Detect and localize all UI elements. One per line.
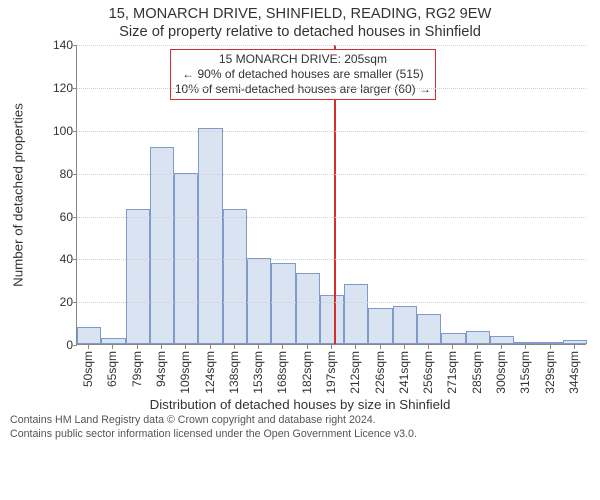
y-tick-mark xyxy=(73,45,77,46)
x-tick-rail: 50sqm 65sqm 79sqm 94sqm 109sqm 124sqm 138sqm 15… xyxy=(76,345,586,397)
gridline xyxy=(77,259,586,260)
y-tick-mark xyxy=(73,88,77,89)
x-tick-label: 168sqm xyxy=(275,351,289,394)
bar xyxy=(417,314,441,344)
chart-outer: Number of detached properties 15 MONARCH… xyxy=(46,45,586,397)
bar xyxy=(490,336,514,345)
x-tick-label: 79sqm xyxy=(130,351,144,387)
x-tick-mark xyxy=(137,345,138,349)
y-tick-mark xyxy=(73,259,77,260)
x-tick-label: 256sqm xyxy=(421,351,435,394)
y-tick-label: 60 xyxy=(47,210,73,224)
bar xyxy=(514,342,538,344)
x-tick-mark xyxy=(282,345,283,349)
bar xyxy=(344,284,368,344)
x-tick-mark xyxy=(574,345,575,349)
bar xyxy=(247,258,271,344)
x-tick-label: 285sqm xyxy=(470,351,484,394)
y-axis-label: Number of detached properties xyxy=(11,103,26,287)
x-tick-label: 300sqm xyxy=(494,351,508,394)
x-tick-label: 241sqm xyxy=(397,351,411,394)
y-tick-mark xyxy=(73,302,77,303)
bar xyxy=(77,327,101,344)
x-tick-label: 124sqm xyxy=(203,351,217,394)
y-tick-mark xyxy=(73,174,77,175)
bar xyxy=(441,333,465,344)
bar xyxy=(296,273,320,344)
x-tick-mark xyxy=(452,345,453,349)
x-tick-mark xyxy=(355,345,356,349)
x-tick-mark xyxy=(380,345,381,349)
callout-line: ← 90% of detached houses are smaller (51… xyxy=(175,67,431,82)
x-tick-mark xyxy=(210,345,211,349)
y-tick-label: 80 xyxy=(47,167,73,181)
y-tick-mark xyxy=(73,217,77,218)
x-tick-label: 182sqm xyxy=(300,351,314,394)
gridline xyxy=(77,45,586,46)
x-tick-mark xyxy=(185,345,186,349)
y-tick-label: 40 xyxy=(47,252,73,266)
callout-line: 10% of semi-detached houses are larger (… xyxy=(175,82,431,97)
x-tick-mark xyxy=(550,345,551,349)
x-tick-mark xyxy=(234,345,235,349)
footer-line: Contains HM Land Registry data © Crown c… xyxy=(10,414,590,428)
gridline xyxy=(77,217,586,218)
y-tick-label: 0 xyxy=(47,338,73,352)
x-tick-mark xyxy=(428,345,429,349)
x-tick-label: 109sqm xyxy=(178,351,192,394)
title-line2: Size of property relative to detached ho… xyxy=(10,24,590,42)
bar xyxy=(101,338,125,344)
x-tick-mark xyxy=(404,345,405,349)
x-tick-mark xyxy=(501,345,502,349)
x-tick-mark xyxy=(258,345,259,349)
x-tick-mark xyxy=(88,345,89,349)
x-tick-label: 197sqm xyxy=(324,351,338,394)
x-tick-label: 271sqm xyxy=(445,351,459,394)
gridline xyxy=(77,131,586,132)
x-tick-label: 329sqm xyxy=(543,351,557,394)
bar xyxy=(538,342,562,344)
bar xyxy=(150,147,174,344)
x-tick-mark xyxy=(477,345,478,349)
x-tick-mark xyxy=(525,345,526,349)
title-line1: 15, MONARCH DRIVE, SHINFIELD, READING, R… xyxy=(10,6,590,24)
x-tick-mark xyxy=(307,345,308,349)
y-tick-label: 100 xyxy=(47,124,73,138)
y-tick-label: 20 xyxy=(47,295,73,309)
plot-area: 15 MONARCH DRIVE: 205sqm← 90% of detache… xyxy=(76,45,586,345)
x-tick-label: 226sqm xyxy=(373,351,387,394)
bar xyxy=(466,331,490,344)
bar xyxy=(223,209,247,344)
x-tick-mark xyxy=(112,345,113,349)
bar xyxy=(563,340,587,344)
x-tick-label: 212sqm xyxy=(348,351,362,394)
x-tick-label: 344sqm xyxy=(567,351,581,394)
x-tick-label: 138sqm xyxy=(227,351,241,394)
x-tick-label: 153sqm xyxy=(251,351,265,394)
gridline xyxy=(77,302,586,303)
chart-container: 15, MONARCH DRIVE, SHINFIELD, READING, R… xyxy=(0,0,600,500)
x-tick-label: 50sqm xyxy=(81,351,95,387)
x-tick-mark xyxy=(161,345,162,349)
footer-line: Contains public sector information licen… xyxy=(10,428,590,442)
bar xyxy=(271,263,295,344)
x-tick-label: 65sqm xyxy=(105,351,119,387)
x-axis-label: Distribution of detached houses by size … xyxy=(10,397,590,412)
gridline xyxy=(77,174,586,175)
bar xyxy=(198,128,222,344)
footer: Contains HM Land Registry data © Crown c… xyxy=(10,414,590,442)
bar xyxy=(126,209,150,344)
bar xyxy=(393,306,417,345)
x-tick-label: 315sqm xyxy=(518,351,532,394)
callout-box: 15 MONARCH DRIVE: 205sqm← 90% of detache… xyxy=(170,49,436,100)
x-tick-mark xyxy=(331,345,332,349)
y-tick-label: 140 xyxy=(47,38,73,52)
x-tick-label: 94sqm xyxy=(154,351,168,387)
gridline xyxy=(77,88,586,89)
bar xyxy=(174,173,198,344)
callout-line: 15 MONARCH DRIVE: 205sqm xyxy=(175,52,431,67)
y-tick-label: 120 xyxy=(47,81,73,95)
bar xyxy=(368,308,392,344)
y-tick-mark xyxy=(73,131,77,132)
